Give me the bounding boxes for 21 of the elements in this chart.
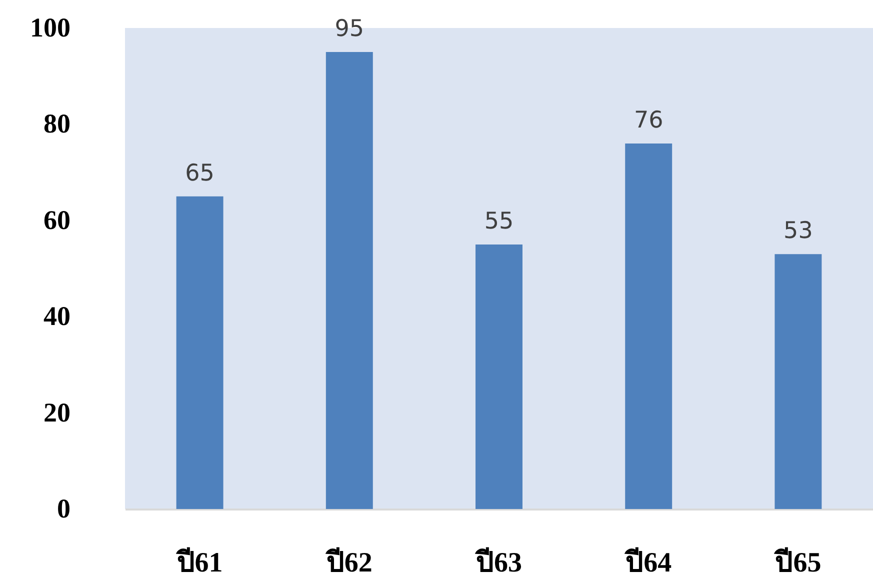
data-label: 53 (784, 218, 813, 244)
bar (326, 52, 373, 509)
bar (625, 143, 672, 509)
y-tick-label: 60 (44, 204, 70, 235)
x-tick-label: ปี61 (174, 546, 223, 578)
bar (176, 196, 224, 509)
bar (774, 254, 822, 509)
data-label: 65 (185, 160, 214, 186)
y-tick-label: 80 (44, 108, 70, 139)
y-tick-label: 20 (44, 397, 70, 428)
data-label: 76 (634, 107, 664, 134)
x-tick-label: ปี63 (474, 546, 522, 578)
y-tick-label: 100 (30, 12, 70, 42)
x-tick-label: ปี62 (324, 546, 372, 578)
x-tick-label: ปี65 (773, 546, 822, 578)
data-label: 55 (484, 208, 514, 234)
data-label: 95 (334, 16, 364, 42)
y-tick-label: 40 (44, 301, 70, 332)
bar (476, 244, 522, 509)
y-tick-label: 0 (57, 494, 70, 524)
x-tick-label: ปี64 (624, 546, 672, 578)
